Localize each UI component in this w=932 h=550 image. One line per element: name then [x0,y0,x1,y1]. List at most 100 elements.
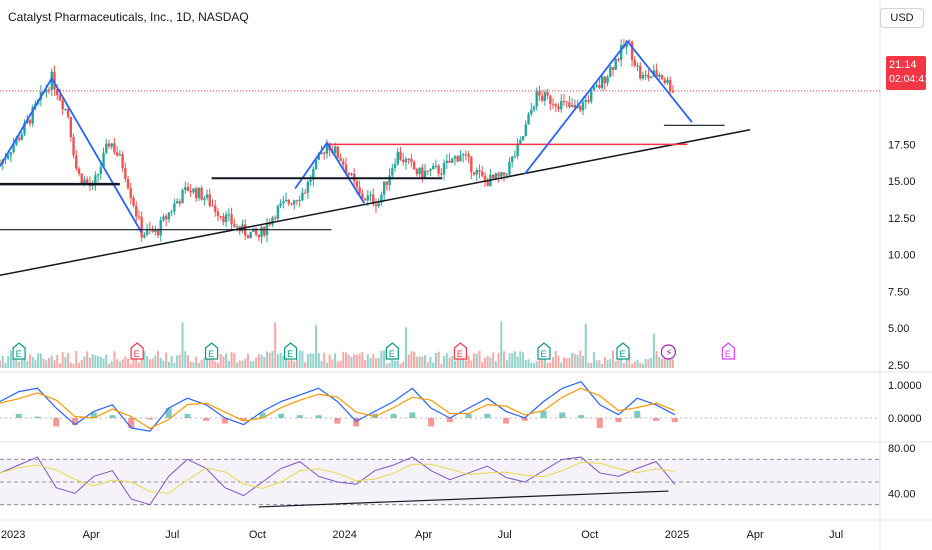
volume-bar [473,353,476,368]
volume-bar [203,357,206,368]
price-tick-label: 7.50 [888,286,909,298]
volume-bar [331,359,334,368]
candle-body [23,122,26,135]
volume-bar [320,361,323,368]
earnings-marker [453,342,468,360]
volume-bar [1,355,4,368]
candle-body [75,155,78,169]
volume-bar [132,353,135,368]
candle-body [151,229,154,232]
candle-body [407,158,410,160]
macd-histogram-bar [559,412,566,418]
candle-body [137,216,141,218]
candle-body [102,152,105,167]
volume-bar [298,350,301,368]
earnings-marker-label: E [725,349,731,359]
volume-bar [374,358,377,368]
candle-body [366,195,370,201]
candle-body [464,154,468,156]
time-tick-label: Apr [746,529,763,541]
volume-bar [200,359,203,368]
candle-body [347,172,350,175]
candle-body [61,100,64,110]
candle-body [524,124,528,137]
volume-bar [628,353,631,368]
candle-body [508,161,511,175]
currency-button[interactable]: USD [880,8,924,28]
candle-body [590,90,593,102]
volume-bar [189,361,192,368]
candle-body [69,116,73,138]
candle-body [246,235,250,239]
volume-bar [516,356,519,368]
candle-body [516,143,519,157]
zigzag-annotation [294,141,365,204]
time-tick-label: Apr [83,529,100,541]
candle-body [222,216,225,223]
volume-bar [492,352,495,368]
time-tick-label: 2024 [332,529,356,541]
candle-body [434,165,438,167]
volume-bar [633,361,636,368]
candle-body [573,104,577,108]
candle-body [17,137,21,140]
earnings-marker-label: E [389,349,395,359]
volume-bar [609,359,612,368]
volume-bar [527,359,530,368]
candle-body [391,168,394,176]
macd-histogram-bar [390,413,397,418]
volume-bar [12,358,15,368]
candle-body [437,165,440,174]
macd-histogram-bar [409,412,416,418]
candle-body [377,202,380,207]
volume-bar [413,351,416,368]
candle-body [393,164,397,169]
candle-body [293,200,296,205]
volume-bar [176,355,179,368]
lightning-icon: ⚡ [665,348,672,359]
candle-body [284,200,288,202]
candle-body [470,156,473,173]
candle-body [358,187,361,194]
volume-bar [407,354,410,368]
volume-bar [274,322,277,368]
candle-body [369,194,372,196]
candle-body [649,76,653,79]
candle-body [549,95,552,104]
volume-bar [402,361,405,368]
earnings-marker [385,342,399,360]
candle-body [140,216,143,238]
volume-bar [557,355,560,368]
time-tick-label: 2025 [665,529,689,541]
candle-body [77,168,81,174]
price-tick-label: 10.00 [888,250,916,262]
candle-body [287,200,290,204]
candle-body [135,205,138,217]
candle-body [159,220,162,236]
candle-body [491,174,495,179]
candle-body [301,192,304,201]
candle-body [282,201,285,204]
candle-body [382,181,386,195]
volume-bar [503,351,506,368]
volume-bar [80,359,83,368]
volume-bar [137,362,140,368]
volume-bar [595,360,598,368]
volume-bar [34,360,37,368]
candle-body [429,169,432,171]
candle-body [527,114,530,125]
earnings-marker-label: E [619,349,625,359]
time-tick-label: Oct [249,529,266,541]
candle-body [94,175,97,184]
volume-bar [170,356,173,368]
candle-body [192,188,195,193]
volume-bar [279,352,282,368]
candle-body [254,228,258,235]
volume-bar [562,357,565,368]
candle-body [309,179,312,182]
macd-histogram-bar [503,418,510,424]
candle-body [257,234,261,238]
candle-body [581,102,585,111]
